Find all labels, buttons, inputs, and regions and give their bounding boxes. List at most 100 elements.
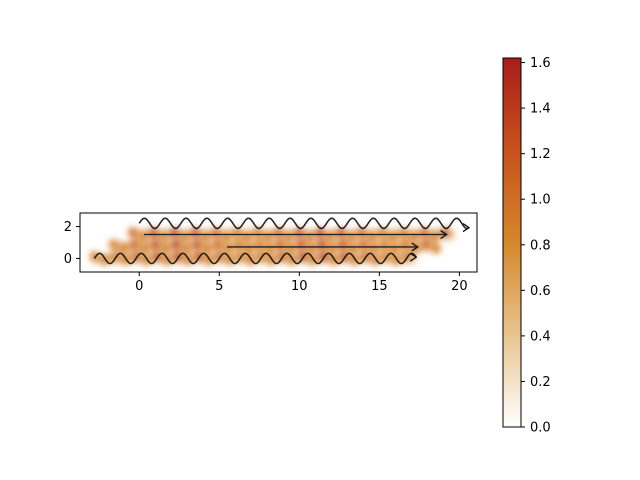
heat-cell bbox=[339, 251, 349, 262]
colorbar-tick-label: 0.8 bbox=[530, 238, 551, 253]
heat-cell bbox=[149, 227, 159, 238]
heat-cell bbox=[173, 251, 183, 262]
heat-cell bbox=[245, 255, 256, 266]
colorbar-tick-label: 1.6 bbox=[530, 56, 551, 71]
heat-cell bbox=[284, 231, 294, 242]
heat-cell bbox=[337, 239, 348, 250]
heat-cell bbox=[100, 255, 110, 266]
heat-cell bbox=[263, 231, 273, 242]
heat-cell bbox=[389, 243, 400, 254]
streamline-mid-arrow bbox=[411, 242, 419, 252]
colorbar-tick-label: 0.4 bbox=[530, 329, 551, 344]
heat-cell bbox=[327, 243, 337, 254]
heat-cell bbox=[89, 251, 100, 262]
x-tick-label: 5 bbox=[215, 279, 223, 294]
streamline-upper-arrow bbox=[440, 229, 448, 240]
heat-cell bbox=[266, 255, 276, 266]
heat-cell bbox=[129, 239, 140, 250]
x-tick-label: 15 bbox=[371, 279, 388, 294]
x-tick-label: 20 bbox=[451, 279, 468, 294]
heat-cell bbox=[138, 231, 148, 242]
heat-cell bbox=[171, 239, 181, 250]
heat-cell bbox=[131, 251, 141, 262]
heat-cell bbox=[233, 239, 244, 250]
heat-cell bbox=[369, 243, 379, 254]
heat-cell bbox=[336, 227, 346, 238]
heat-cell bbox=[223, 243, 233, 254]
x-tick-label: 0 bbox=[135, 279, 143, 294]
heat-cell bbox=[325, 231, 336, 242]
heat-cell bbox=[232, 227, 242, 238]
heat-cell bbox=[429, 231, 440, 242]
heat-cell bbox=[211, 227, 221, 238]
heat-cell bbox=[348, 243, 358, 254]
heat-cell bbox=[381, 251, 391, 262]
heat-cell bbox=[294, 227, 304, 238]
heat-cell bbox=[297, 251, 308, 262]
heat-cell bbox=[346, 231, 356, 242]
heat-cell bbox=[254, 239, 264, 250]
main-axes: 0 5 10 15 20 02 bbox=[64, 212, 478, 294]
heat-cell bbox=[275, 239, 285, 250]
colorbar-tick-label: 0.0 bbox=[530, 421, 551, 436]
heat-cell bbox=[287, 255, 297, 266]
heat-cell bbox=[109, 239, 119, 250]
heat-cell bbox=[192, 239, 202, 250]
heat-cell bbox=[421, 239, 431, 250]
heat-cell bbox=[161, 243, 171, 254]
heat-cell bbox=[431, 243, 441, 254]
colorbar-tick-label: 1.0 bbox=[530, 193, 551, 208]
x-tick-label: 10 bbox=[291, 279, 308, 294]
heat-cell bbox=[349, 255, 360, 266]
heat-cell bbox=[296, 239, 306, 250]
heat-cell bbox=[285, 243, 296, 254]
heat-cell bbox=[306, 243, 316, 254]
heat-cell bbox=[277, 251, 287, 262]
heat-cell bbox=[367, 231, 377, 242]
axes-frame bbox=[79, 212, 478, 273]
heat-cell bbox=[256, 251, 266, 262]
heat-cell bbox=[317, 239, 327, 250]
heat-cell bbox=[273, 227, 284, 238]
heat-cell bbox=[242, 231, 252, 242]
heat-cell bbox=[159, 231, 169, 242]
heat-cell bbox=[398, 227, 408, 238]
streamline-top bbox=[138, 217, 470, 230]
heat-cell bbox=[409, 231, 419, 242]
colorbar-frame bbox=[502, 57, 522, 428]
heat-cell bbox=[308, 255, 318, 266]
x-axis-ticks: 0 5 10 15 20 bbox=[135, 272, 468, 294]
heat-cell bbox=[329, 255, 339, 266]
heat-cell bbox=[400, 239, 410, 250]
heat-cell bbox=[181, 243, 192, 254]
y-axis-ticks: 02 bbox=[64, 220, 80, 267]
streamline-layer bbox=[93, 217, 471, 265]
heat-cell bbox=[180, 231, 190, 242]
heat-cell bbox=[305, 231, 315, 242]
heat-cell bbox=[419, 227, 429, 238]
colorbar-tick-label: 1.2 bbox=[530, 147, 551, 162]
heat-cell bbox=[201, 231, 211, 242]
heat-cell bbox=[141, 255, 152, 266]
heat-cell bbox=[152, 251, 162, 262]
heat-cell bbox=[379, 239, 389, 250]
y-tick-label: 2 bbox=[64, 220, 72, 235]
heat-cell bbox=[204, 255, 214, 266]
heat-cell bbox=[193, 251, 204, 262]
heat-cell bbox=[377, 227, 388, 238]
heat-cell bbox=[121, 255, 131, 266]
heat-cell bbox=[202, 243, 212, 254]
streamline-top-arrow bbox=[462, 223, 471, 233]
heat-cell bbox=[253, 227, 263, 238]
colorbar-fill bbox=[503, 58, 521, 427]
heat-cell bbox=[315, 227, 325, 238]
heat-cell bbox=[169, 227, 180, 238]
heat-cell bbox=[360, 251, 370, 262]
heat-cell bbox=[110, 251, 120, 262]
colorbar: 0.0 0.2 0.4 0.6 0.8 1.0 1.2 1.4 1.6 bbox=[502, 56, 551, 436]
heat-cell bbox=[391, 255, 401, 266]
streamline-bottom-arrow bbox=[409, 252, 418, 262]
heat-cell bbox=[214, 251, 224, 262]
heat-cell bbox=[221, 231, 232, 242]
